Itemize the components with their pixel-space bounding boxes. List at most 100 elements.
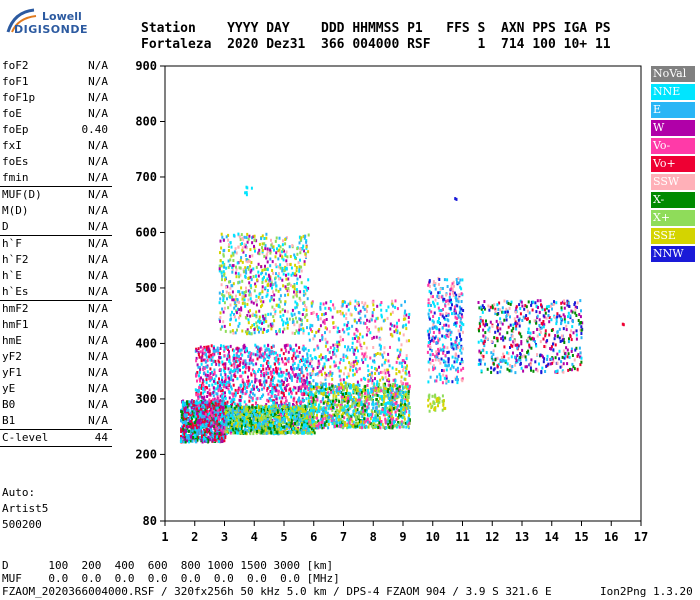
echo-point xyxy=(306,431,309,435)
echo-point xyxy=(219,411,222,415)
echo-point xyxy=(359,425,361,429)
echo-point xyxy=(307,360,310,364)
echo-point xyxy=(192,436,195,439)
echo-point xyxy=(392,392,395,396)
echo-point xyxy=(345,412,348,416)
echo-point xyxy=(269,264,272,268)
echo-point xyxy=(223,248,226,252)
echo-point xyxy=(247,355,250,358)
echo-point xyxy=(207,438,210,442)
echo-point xyxy=(287,293,290,297)
echo-point xyxy=(261,410,264,414)
echo-point xyxy=(228,396,231,400)
echo-point xyxy=(204,413,207,417)
echo-point xyxy=(279,266,282,270)
echo-point xyxy=(275,356,278,360)
echo-point xyxy=(300,368,303,372)
echo-point xyxy=(303,417,306,421)
echo-point xyxy=(217,397,220,401)
echo-point xyxy=(190,427,193,431)
echo-point xyxy=(291,244,294,248)
scaled-parameters-panel: foF2 N/A foF1 N/A foF1p N/A foE N/A foEp 0.40 fxI N… xyxy=(0,58,112,447)
echo-point xyxy=(272,368,275,372)
echo-point xyxy=(305,360,308,364)
param-name: h`F xyxy=(2,237,22,250)
echo-point xyxy=(261,246,263,250)
echo-point xyxy=(201,395,204,399)
echo-point xyxy=(221,393,224,397)
echo-point xyxy=(289,255,292,258)
echo-point xyxy=(269,251,272,255)
echo-point xyxy=(228,377,231,381)
echo-point xyxy=(245,236,248,240)
echo-point xyxy=(247,237,250,241)
echo-point xyxy=(280,414,283,418)
echo-point xyxy=(298,368,301,371)
echo-point xyxy=(225,285,227,289)
param-row: h`F2 N/A xyxy=(0,252,112,268)
echo-point xyxy=(401,416,404,420)
echo-point xyxy=(192,405,195,409)
echo-point xyxy=(266,291,269,295)
echo-point xyxy=(323,388,325,392)
echo-point xyxy=(387,401,390,405)
echo-point xyxy=(352,420,355,424)
echo-point xyxy=(229,419,231,422)
echo-point xyxy=(263,383,266,387)
echo-point xyxy=(279,380,282,384)
echo-point xyxy=(249,275,252,279)
echo-point xyxy=(264,313,267,317)
echo-point xyxy=(204,348,207,352)
echo-point xyxy=(201,401,204,405)
echo-point xyxy=(219,373,222,377)
echo-point xyxy=(241,405,244,409)
echo-point xyxy=(259,297,262,301)
echo-point xyxy=(204,408,207,412)
echo-point xyxy=(360,410,363,414)
echo-point xyxy=(316,410,319,414)
echo-point xyxy=(287,412,290,416)
echo-point xyxy=(224,276,227,280)
echo-point xyxy=(218,387,221,391)
echo-point xyxy=(234,431,237,435)
echo-point xyxy=(269,299,272,303)
echo-point xyxy=(372,388,375,392)
echo-point xyxy=(247,289,250,293)
echo-point xyxy=(187,422,190,425)
echo-point xyxy=(261,271,264,275)
echo-point xyxy=(351,413,354,417)
echo-point xyxy=(366,420,369,424)
echo-point xyxy=(243,431,246,435)
echo-point xyxy=(258,388,261,392)
echo-point xyxy=(385,412,388,416)
echo-point xyxy=(211,411,214,415)
echo-point xyxy=(252,235,255,239)
echo-point xyxy=(250,300,253,304)
echo-point xyxy=(200,415,203,419)
echo-point xyxy=(189,403,192,406)
echo-point xyxy=(269,427,272,431)
echo-point xyxy=(245,413,248,417)
echo-point xyxy=(339,403,342,407)
echo-point xyxy=(326,411,329,415)
echo-point xyxy=(307,286,310,290)
echo-point xyxy=(199,435,202,439)
echo-point xyxy=(240,395,243,399)
echo-point xyxy=(266,284,269,287)
echo-point xyxy=(305,308,308,312)
echo-point xyxy=(283,344,286,348)
echo-point xyxy=(295,294,298,298)
echo-point xyxy=(273,424,276,428)
echo-point xyxy=(284,253,287,257)
echo-point xyxy=(243,242,246,246)
echo-point xyxy=(294,422,296,425)
echo-point xyxy=(277,289,280,293)
echo-point xyxy=(291,356,294,360)
echo-point xyxy=(357,382,360,386)
echo-point xyxy=(299,404,302,408)
echo-point xyxy=(254,421,257,425)
echo-point xyxy=(286,378,289,382)
echo-point xyxy=(374,409,377,413)
echo-point xyxy=(404,390,407,394)
echo-point xyxy=(400,409,403,413)
